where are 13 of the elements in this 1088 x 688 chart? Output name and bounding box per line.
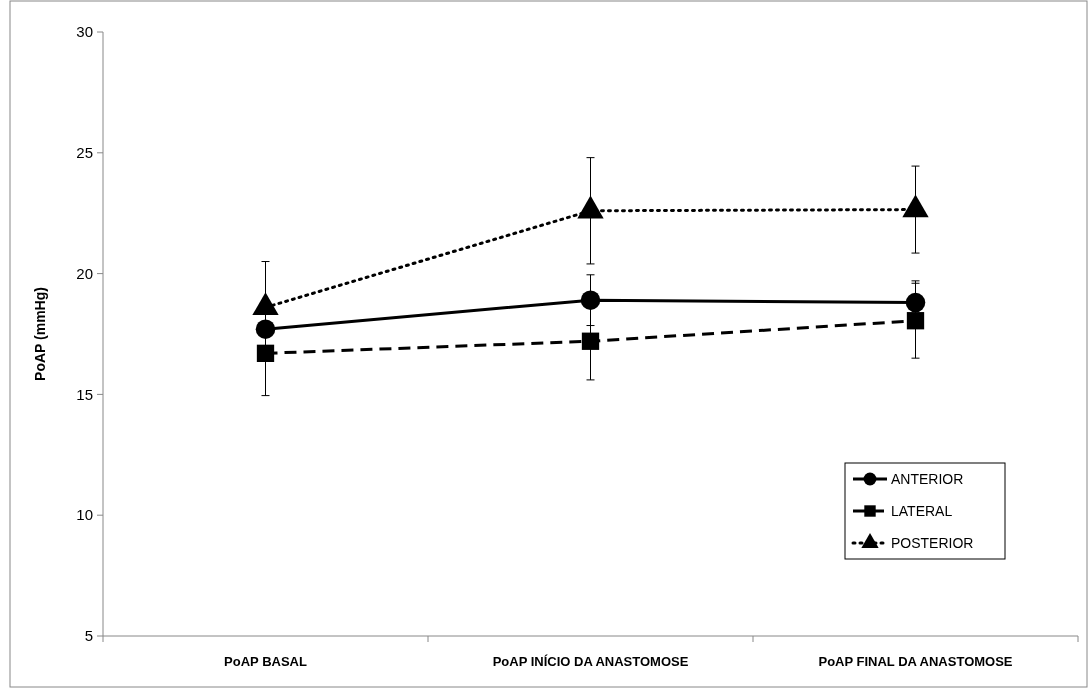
y-tick-label: 15 [76, 385, 93, 403]
x-tick-label: PoAP BASAL [224, 654, 307, 669]
y-tick-label: 30 [76, 23, 93, 41]
y-tick-label: 10 [76, 506, 93, 524]
legend-label: POSTERIOR [891, 534, 974, 551]
x-tick-label: PoAP FINAL DA ANASTOMOSE [818, 654, 1013, 669]
x-tick-label: PoAP INÍCIO DA ANASTOMOSE [492, 654, 689, 669]
legend-label: ANTERIOR [891, 470, 964, 487]
y-tick-label: 25 [76, 144, 93, 162]
y-tick-label: 5 [84, 627, 93, 645]
y-axis-title: PoAP (mmHg) [32, 287, 48, 381]
y-tick-label: 20 [76, 264, 93, 282]
legend-label: LATERAL [891, 502, 953, 519]
